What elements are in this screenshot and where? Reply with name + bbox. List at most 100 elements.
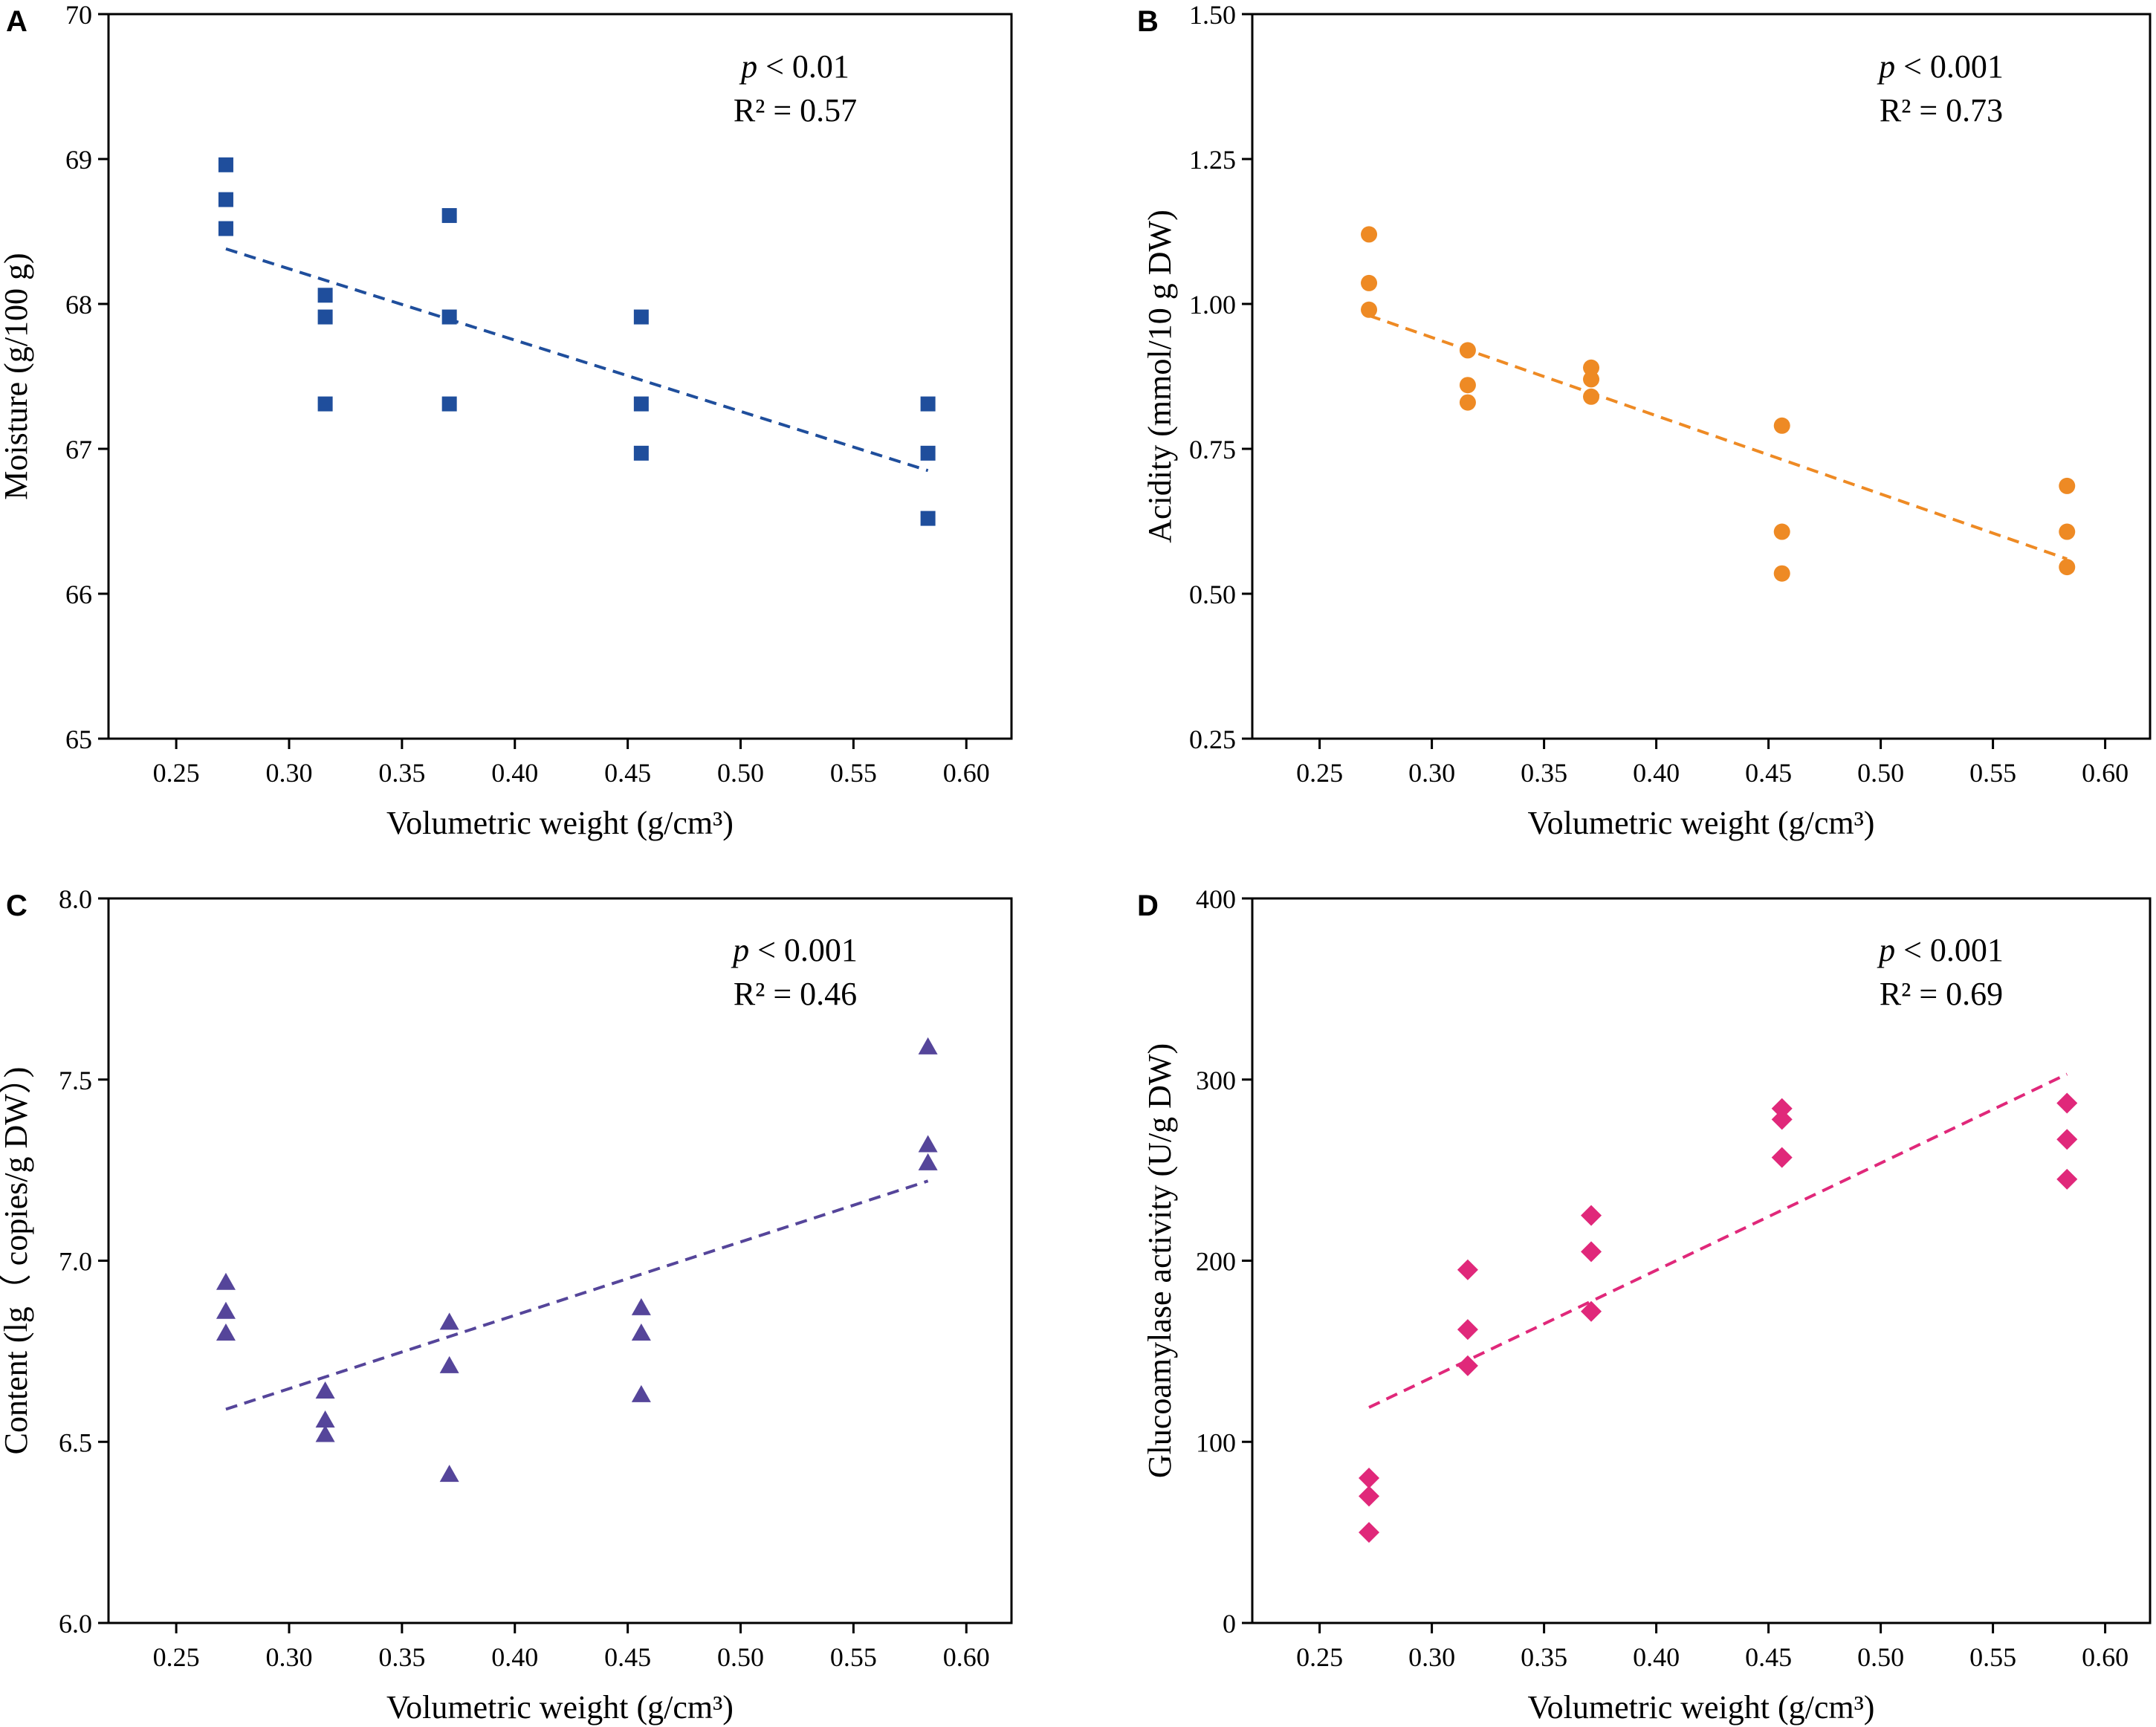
y-tick-label: 65 xyxy=(65,725,92,754)
x-tick-label: 0.25 xyxy=(153,1642,200,1672)
data-point xyxy=(317,309,333,325)
data-point xyxy=(633,309,649,325)
y-tick-label: 7.0 xyxy=(59,1247,92,1277)
x-tick-label: 0.35 xyxy=(1521,1642,1567,1672)
data-point xyxy=(216,1301,236,1319)
y-tick-label: 6.5 xyxy=(59,1428,92,1457)
y-tick-label: 68 xyxy=(65,290,92,320)
p-symbol: p xyxy=(1877,48,1895,85)
x-tick-label: 0.60 xyxy=(2082,758,2129,788)
x-tick-label: 0.60 xyxy=(943,758,990,788)
plot-frame xyxy=(107,897,1013,1624)
data-point xyxy=(1771,1098,1793,1119)
x-axis-label: Volumetric weight (g/cm³) xyxy=(386,805,734,841)
data-point xyxy=(1459,342,1476,359)
data-point xyxy=(1771,1109,1793,1130)
x-tick-label: 0.40 xyxy=(491,1642,538,1672)
x-tick-label: 0.50 xyxy=(717,1642,764,1672)
x-tick-label: 0.40 xyxy=(1633,1642,1680,1672)
y-tick-label: 6.0 xyxy=(59,1609,92,1639)
p-value-text: < 0.001 xyxy=(749,932,858,968)
data-point xyxy=(2056,1168,2078,1190)
x-tick-label: 0.55 xyxy=(1969,758,2016,788)
panel-letter: B xyxy=(1137,5,1159,38)
data-point xyxy=(441,309,457,325)
y-tick-label: 200 xyxy=(1196,1247,1236,1277)
y-tick-label: 100 xyxy=(1196,1428,1236,1457)
x-tick-label: 0.60 xyxy=(943,1642,990,1672)
panel-letter: A xyxy=(6,5,27,38)
data-point xyxy=(1583,359,1600,376)
data-point xyxy=(1359,1485,1380,1507)
y-tick-label: 0.50 xyxy=(1189,580,1236,609)
y-tick-label: 0 xyxy=(1223,1609,1236,1639)
p-value-annotation: p < 0.01 xyxy=(739,48,849,85)
y-tick-label: 69 xyxy=(65,145,92,175)
x-tick-label: 0.30 xyxy=(266,758,313,788)
x-tick-label: 0.30 xyxy=(1408,1642,1455,1672)
data-point xyxy=(1361,274,1378,291)
data-point xyxy=(920,511,936,526)
regression-line xyxy=(225,247,929,473)
panel-b: B 0.25 0.30 0.35 0.40 0.45 0.50 0.55 0.60 0.25 0.5… xyxy=(1137,0,2152,841)
p-symbol: p xyxy=(731,932,749,968)
y-tick-label: 66 xyxy=(65,580,92,609)
y-tick-label: 0.75 xyxy=(1189,435,1236,464)
x-tick-label: 0.40 xyxy=(491,758,538,788)
panel-d: D 0.25 0.30 0.35 0.40 0.45 0.50 0.55 0.60 0 100 200… xyxy=(1137,884,2152,1726)
p-value-text: < 0.01 xyxy=(757,48,849,85)
plot-frame xyxy=(1251,13,2152,740)
y-tick-label: 1.25 xyxy=(1189,145,1236,175)
data-point xyxy=(1457,1259,1478,1280)
panel-a: A 0.25 0.30 0.35 0.40 0.45 0.50 0.55 0.60 65 66 67 6… xyxy=(0,0,1013,841)
data-point xyxy=(2056,1129,2078,1150)
x-tick-label: 0.45 xyxy=(1745,1642,1792,1672)
data-point xyxy=(315,1425,335,1442)
data-point xyxy=(317,396,333,412)
x-axis-label: Volumetric weight (g/cm³) xyxy=(1528,805,1875,841)
data-point xyxy=(1361,226,1378,243)
data-point xyxy=(918,1153,938,1170)
p-value-text: < 0.001 xyxy=(1895,932,2004,968)
y-tick-label: 0.25 xyxy=(1189,725,1236,754)
data-point xyxy=(631,1323,651,1341)
x-tick-label: 0.35 xyxy=(378,1642,425,1672)
data-point xyxy=(439,1355,459,1373)
data-point xyxy=(1583,388,1600,405)
x-tick-label: 0.55 xyxy=(830,1642,877,1672)
y-axis-label: Content (lg（ copies/g DW）) xyxy=(0,1067,34,1455)
regression-line xyxy=(225,1179,929,1411)
panel-letter: C xyxy=(6,890,27,922)
data-point xyxy=(918,1037,938,1054)
data-point xyxy=(1583,371,1600,388)
data-point xyxy=(1457,1355,1478,1376)
plot-frame xyxy=(107,13,1013,740)
x-tick-label: 0.45 xyxy=(1745,758,1792,788)
data-point xyxy=(441,208,457,224)
x-tick-label: 0.45 xyxy=(604,758,651,788)
x-tick-label: 0.50 xyxy=(1857,758,1904,788)
data-point xyxy=(1773,523,1790,540)
x-tick-label: 0.35 xyxy=(1521,758,1567,788)
x-tick-label: 0.50 xyxy=(717,758,764,788)
data-point xyxy=(441,396,457,412)
r-squared-annotation: R² = 0.57 xyxy=(734,92,857,129)
data-point xyxy=(317,288,333,303)
data-point xyxy=(1459,394,1476,411)
data-point xyxy=(920,396,936,412)
data-point xyxy=(1771,1147,1793,1168)
p-symbol: p xyxy=(1877,932,1895,968)
panel-c: C 0.25 0.30 0.35 0.40 0.45 0.50 0.55 0.60 6.0 6.5 7… xyxy=(0,884,1013,1726)
data-point xyxy=(920,445,936,461)
data-point xyxy=(1457,1319,1478,1341)
plot-frame xyxy=(1251,897,2152,1624)
data-point xyxy=(1361,301,1378,318)
p-value-annotation: p < 0.001 xyxy=(1877,932,2004,968)
data-point xyxy=(439,1312,459,1330)
x-tick-label: 0.55 xyxy=(830,758,877,788)
x-tick-label: 0.35 xyxy=(378,758,425,788)
data-point xyxy=(216,1272,236,1290)
x-tick-label: 0.25 xyxy=(153,758,200,788)
y-tick-label: 67 xyxy=(65,435,92,464)
